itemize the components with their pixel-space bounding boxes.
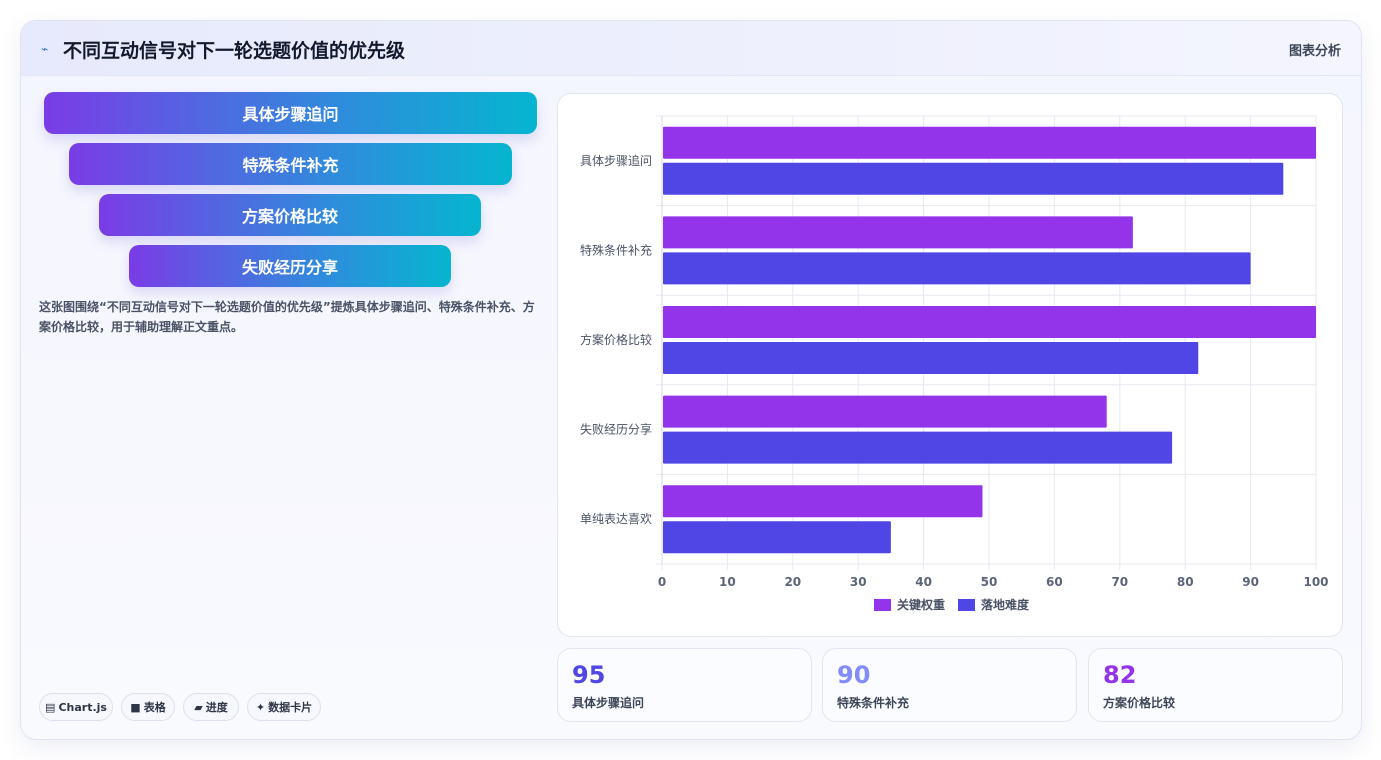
- y-tick-label: 失败经历分享: [580, 422, 652, 437]
- x-tick-label: 60: [1046, 575, 1063, 589]
- table-icon: ■: [130, 700, 141, 714]
- pill-label: 数据卡片: [268, 701, 313, 714]
- x-tick-label: 90: [1242, 575, 1259, 589]
- funnel-step-label: 特殊条件补充: [242, 156, 339, 175]
- chart-panel: 0 10 20 30 40 50 60 70 80 90 100 具体步骤追问 特殊条件补充 方案价格比较…: [557, 93, 1343, 637]
- progress-icon: ▰: [194, 700, 203, 714]
- x-tick-label: 20: [784, 575, 801, 589]
- bar: [663, 521, 891, 554]
- stat-label: 具体步骤追问: [572, 696, 645, 710]
- x-tick-label: 0: [658, 575, 666, 589]
- x-tick-label: 10: [719, 575, 736, 589]
- stat-label: 方案价格比较: [1103, 696, 1176, 710]
- x-tick-label: 40: [915, 575, 932, 589]
- stat-label: 特殊条件补充: [837, 696, 910, 710]
- legend-swatch: [874, 599, 891, 611]
- stat-card: 82 方案价格比较: [1088, 648, 1343, 722]
- funnel-step: 失败经历分享: [129, 245, 451, 287]
- funnel-step: 特殊条件补充: [69, 143, 512, 185]
- funnel-step-label: 具体步骤追问: [242, 105, 339, 124]
- funnel-step: 方案价格比较: [99, 194, 481, 236]
- x-tick-label: 30: [850, 575, 867, 589]
- bar: [663, 431, 1173, 464]
- stat-value: 90: [837, 661, 871, 689]
- funnel-step: 具体步骤追问: [44, 92, 537, 134]
- stat-card: 90 特殊条件补充: [822, 648, 1077, 722]
- chart-analysis-tag: 图表分析: [1288, 44, 1341, 59]
- stat-card: 95 具体步骤追问: [557, 648, 812, 722]
- pill-progress[interactable]: ▰ 进度: [183, 693, 239, 721]
- bar: [663, 342, 1199, 374]
- bar: [663, 485, 983, 518]
- page-title: 不同互动信号对下一轮选题价值的优先级: [63, 40, 406, 62]
- pill-chartjs[interactable]: ▤ Chart.js: [39, 693, 113, 721]
- bar: [663, 216, 1133, 249]
- trend-icon: ⌁: [41, 42, 49, 56]
- bar: [663, 252, 1251, 285]
- bar-chart: 0 10 20 30 40 50 60 70 80 90 100 具体步骤追问特殊条件补充方案价格比较…: [580, 115, 1329, 612]
- pill-data-card[interactable]: ✦ 数据卡片: [247, 693, 321, 721]
- y-tick-label: 特殊条件补充: [580, 242, 652, 257]
- funnel-step-label: 方案价格比较: [241, 207, 338, 226]
- x-tick-label: 70: [1111, 575, 1128, 589]
- pill-label: 进度: [205, 701, 228, 714]
- legend-label: 关键权重: [897, 597, 945, 612]
- pill-table[interactable]: ■ 表格: [121, 693, 175, 721]
- main-card: ⌁ 不同互动信号对下一轮选题价值的优先级 图表分析 具体步骤追问 特殊条件补充 …: [20, 20, 1362, 740]
- pill-label: 表格: [143, 701, 166, 714]
- y-tick-label: 具体步骤追问: [580, 153, 652, 168]
- x-tick-label: 100: [1303, 575, 1328, 589]
- pill-label: Chart.js: [58, 700, 107, 714]
- bar: [663, 126, 1316, 159]
- header: ⌁ 不同互动信号对下一轮选题价值的优先级 图表分析: [21, 21, 1361, 76]
- legend-label: 落地难度: [981, 597, 1030, 612]
- bar: [663, 162, 1284, 195]
- legend-swatch: [958, 599, 975, 611]
- description-text: 这张图围绕“不同互动信号对下一轮选题价值的优先级”提炼具体步骤追问、特殊条件补充…: [39, 300, 535, 334]
- stat-value: 95: [572, 661, 606, 689]
- chart-icon: ▤: [45, 700, 56, 714]
- sparkle-icon: ✦: [255, 700, 266, 714]
- y-tick-label: 单纯表达喜欢: [580, 511, 652, 526]
- x-tick-label: 50: [981, 575, 998, 589]
- x-tick-label: 80: [1177, 575, 1194, 589]
- bar: [663, 395, 1107, 428]
- stat-value: 82: [1103, 661, 1137, 689]
- funnel-step-label: 失败经历分享: [241, 258, 338, 277]
- bar: [663, 306, 1316, 338]
- y-tick-label: 方案价格比较: [580, 332, 652, 347]
